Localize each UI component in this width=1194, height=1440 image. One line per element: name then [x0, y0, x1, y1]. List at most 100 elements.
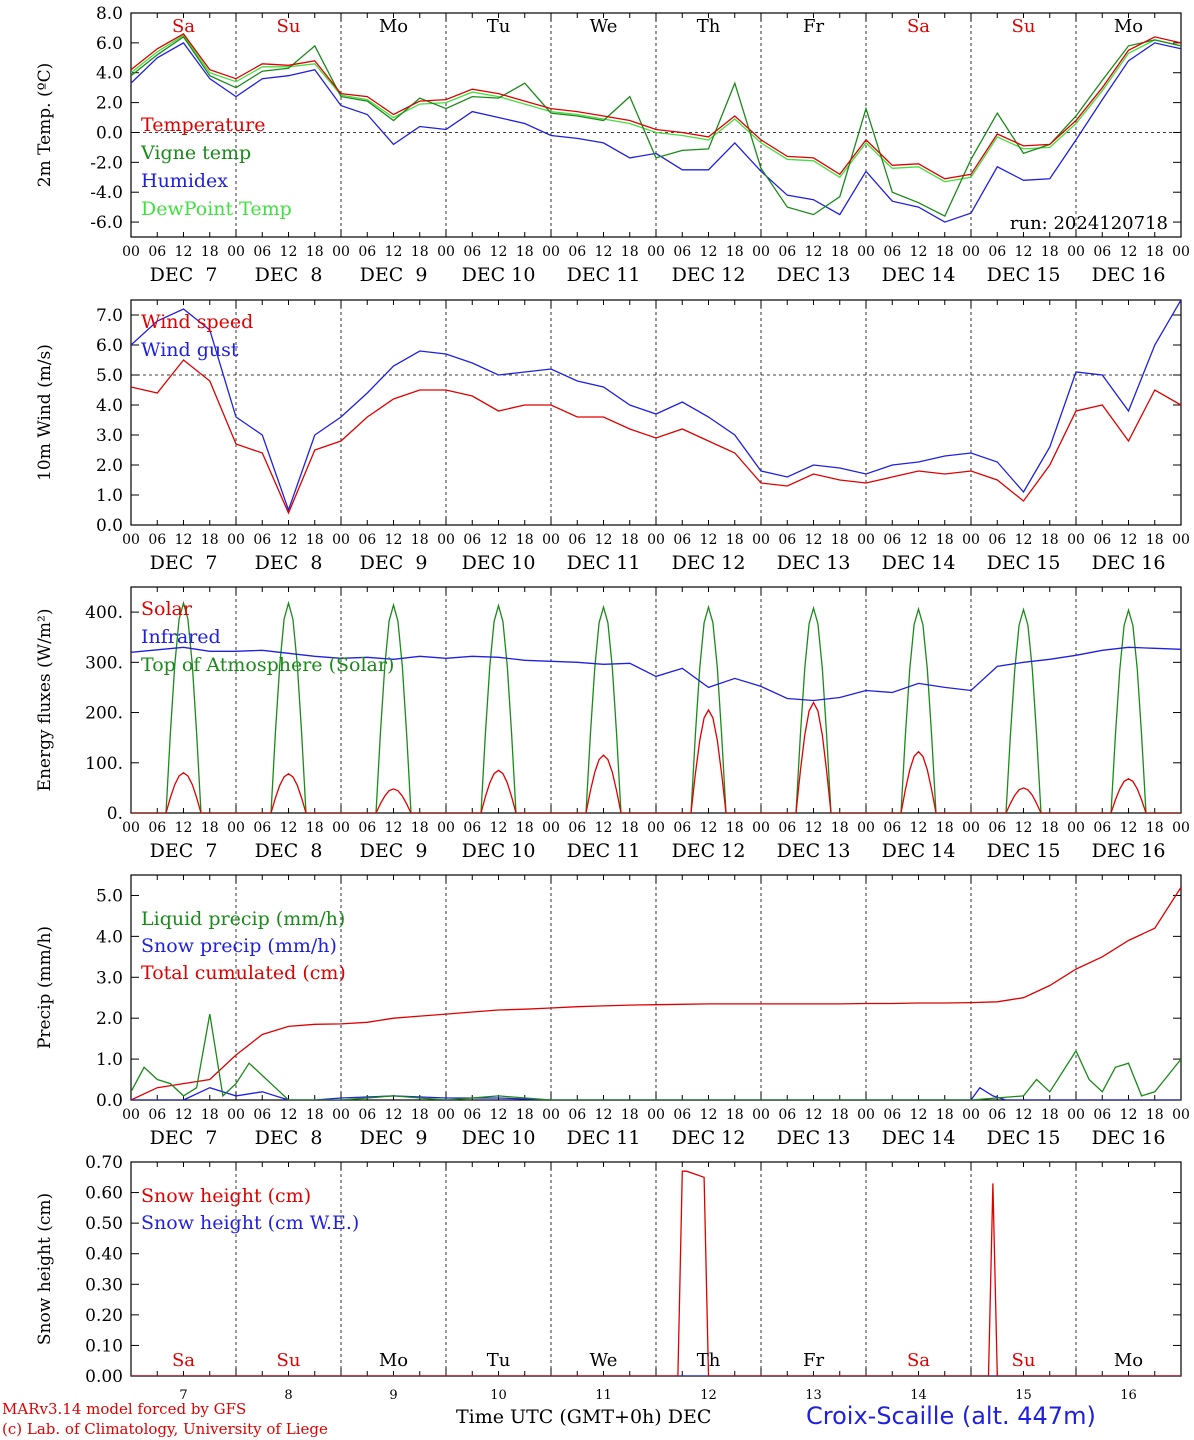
x-hour-label: 06 [148, 244, 166, 260]
x-hour-label: 18 [1041, 532, 1059, 548]
x-date-label: DEC 14 [882, 1127, 956, 1149]
x-hour-label: 18 [621, 244, 639, 260]
x-hour-label: 18 [1041, 820, 1059, 836]
x-day-number: 11 [595, 1388, 612, 1403]
chart-panel-1: -6.0 -4.0 -2.0 0.0 2.0 4.0 6.0 8.0 2m Temp. (ºC)… [35, 4, 1190, 286]
x-hour-label: 00 [647, 1107, 665, 1123]
x-date-label: DEC 15 [987, 264, 1061, 286]
y-tick-label: -6.0 [90, 213, 123, 233]
x-hour-label: 00 [227, 820, 245, 836]
x-hour-label: 00 [332, 532, 350, 548]
x-day-number: 16 [1120, 1388, 1137, 1403]
x-day-number: 10 [490, 1388, 507, 1403]
chart-panel-5: 0.00 0.10 0.20 0.30 0.40 0.50 0.60 0.70 Snow hei… [35, 1153, 1182, 1403]
x-hour-label: 12 [175, 244, 193, 260]
x-hour-label: 12 [280, 820, 298, 836]
series-line-humidex [131, 42, 1181, 223]
x-hour-label: 12 [595, 820, 613, 836]
x-hour-label: 06 [253, 244, 271, 260]
x-hour-label: 12 [805, 244, 823, 260]
y-tick-label: 1.0 [96, 1050, 123, 1070]
x-hour-label: 06 [778, 820, 796, 836]
x-hour-label: 18 [831, 532, 849, 548]
x-hour-label: 12 [1120, 244, 1138, 260]
y-tick-label: 0.60 [85, 1184, 123, 1204]
x-hour-label: 00 [1067, 1107, 1085, 1123]
legend-entry: Top of Atmosphere (Solar) [141, 654, 394, 676]
weekday-label: Th [697, 16, 721, 37]
x-day-number: 12 [700, 1388, 717, 1403]
x-hour-label: 06 [883, 244, 901, 260]
y-tick-label: -2.0 [90, 153, 123, 173]
y-tick-label: 100. [85, 754, 123, 774]
y-tick-label: 0.20 [85, 1306, 123, 1326]
x-hour-label: 18 [621, 532, 639, 548]
chart-panel-2: 0.0 1.0 2.0 3.0 4.0 5.0 6.0 7.0 10m Wind (m/s) Wi… [35, 299, 1190, 574]
x-date-label: DEC 9 [360, 840, 428, 862]
x-hour-label: 18 [516, 1107, 534, 1123]
x-hour-label: 12 [490, 244, 508, 260]
x-date-label: DEC 11 [567, 552, 641, 574]
chart-panel-3: 0. 100. 200. 300. 400. Energy fluxes (W/m²) So… [35, 586, 1190, 862]
footer-model-credit: MARv3.14 model forced by GFS [2, 1400, 247, 1418]
x-date-label: DEC 10 [462, 264, 536, 286]
x-date-label: DEC 8 [255, 840, 323, 862]
y-tick-label: 200. [85, 704, 123, 724]
x-hour-label: 12 [910, 244, 928, 260]
y-tick-label: 300. [85, 653, 123, 673]
x-hour-label: 12 [490, 1107, 508, 1123]
x-hour-label: 00 [962, 820, 980, 836]
x-hour-label: 00 [1172, 1107, 1190, 1123]
x-hour-label: 00 [962, 244, 980, 260]
x-hour-label: 06 [358, 244, 376, 260]
x-hour-label: 12 [910, 532, 928, 548]
x-hour-label: 00 [332, 1107, 350, 1123]
x-hour-label: 18 [831, 1107, 849, 1123]
x-day-number: 14 [910, 1388, 927, 1403]
legend-entry: Snow precip (mm/h) [141, 935, 337, 957]
series-line-total-cumulated-cm- [131, 886, 1181, 1100]
x-date-label: DEC 9 [360, 264, 428, 286]
x-hour-label: 06 [463, 820, 481, 836]
x-date-label: DEC 15 [987, 552, 1061, 574]
weekday-label: Mo [1114, 1350, 1143, 1371]
legend-entry: Humidex [141, 170, 228, 192]
y-tick-label: 0.70 [85, 1153, 123, 1173]
x-hour-label: 00 [542, 244, 560, 260]
x-hour-label: 12 [385, 820, 403, 836]
x-date-label: DEC 14 [882, 264, 956, 286]
x-hour-label: 06 [253, 532, 271, 548]
y-tick-label: 2.0 [96, 456, 123, 476]
x-hour-label: 06 [148, 532, 166, 548]
weekday-label: Su [277, 1350, 301, 1371]
x-hour-label: 00 [647, 244, 665, 260]
x-hour-label: 00 [962, 1107, 980, 1123]
x-hour-label: 18 [201, 1107, 219, 1123]
x-hour-label: 18 [1146, 244, 1164, 260]
y-axis-label: Energy fluxes (W/m²) [35, 609, 55, 792]
y-tick-label: 6.0 [96, 34, 123, 54]
x-hour-label: 00 [437, 532, 455, 548]
x-date-label: DEC 9 [360, 552, 428, 574]
x-date-label: DEC 10 [462, 840, 536, 862]
x-hour-label: 12 [595, 244, 613, 260]
y-tick-label: 0. [107, 804, 123, 824]
series-line-temperature [131, 33, 1181, 180]
x-hour-label: 12 [595, 532, 613, 548]
x-hour-label: 06 [463, 532, 481, 548]
x-date-label: DEC 13 [777, 552, 851, 574]
legend-entry: DewPoint Temp [141, 198, 292, 220]
x-hour-label: 12 [280, 1107, 298, 1123]
x-hour-label: 06 [148, 820, 166, 836]
weekday-label: Fr [803, 1350, 824, 1371]
series-line-snow-height-cm- [131, 1170, 1181, 1376]
legend-entry: Snow height (cm W.E.) [141, 1212, 359, 1234]
x-date-label: DEC 15 [987, 840, 1061, 862]
x-hour-label: 00 [647, 532, 665, 548]
series-line-liquid-precip-mm-h- [131, 1013, 1181, 1100]
x-hour-label: 18 [1041, 244, 1059, 260]
x-hour-label: 18 [306, 244, 324, 260]
x-date-label: DEC 14 [882, 840, 956, 862]
x-day-number: 9 [389, 1388, 397, 1403]
y-tick-label: -4.0 [90, 183, 123, 203]
